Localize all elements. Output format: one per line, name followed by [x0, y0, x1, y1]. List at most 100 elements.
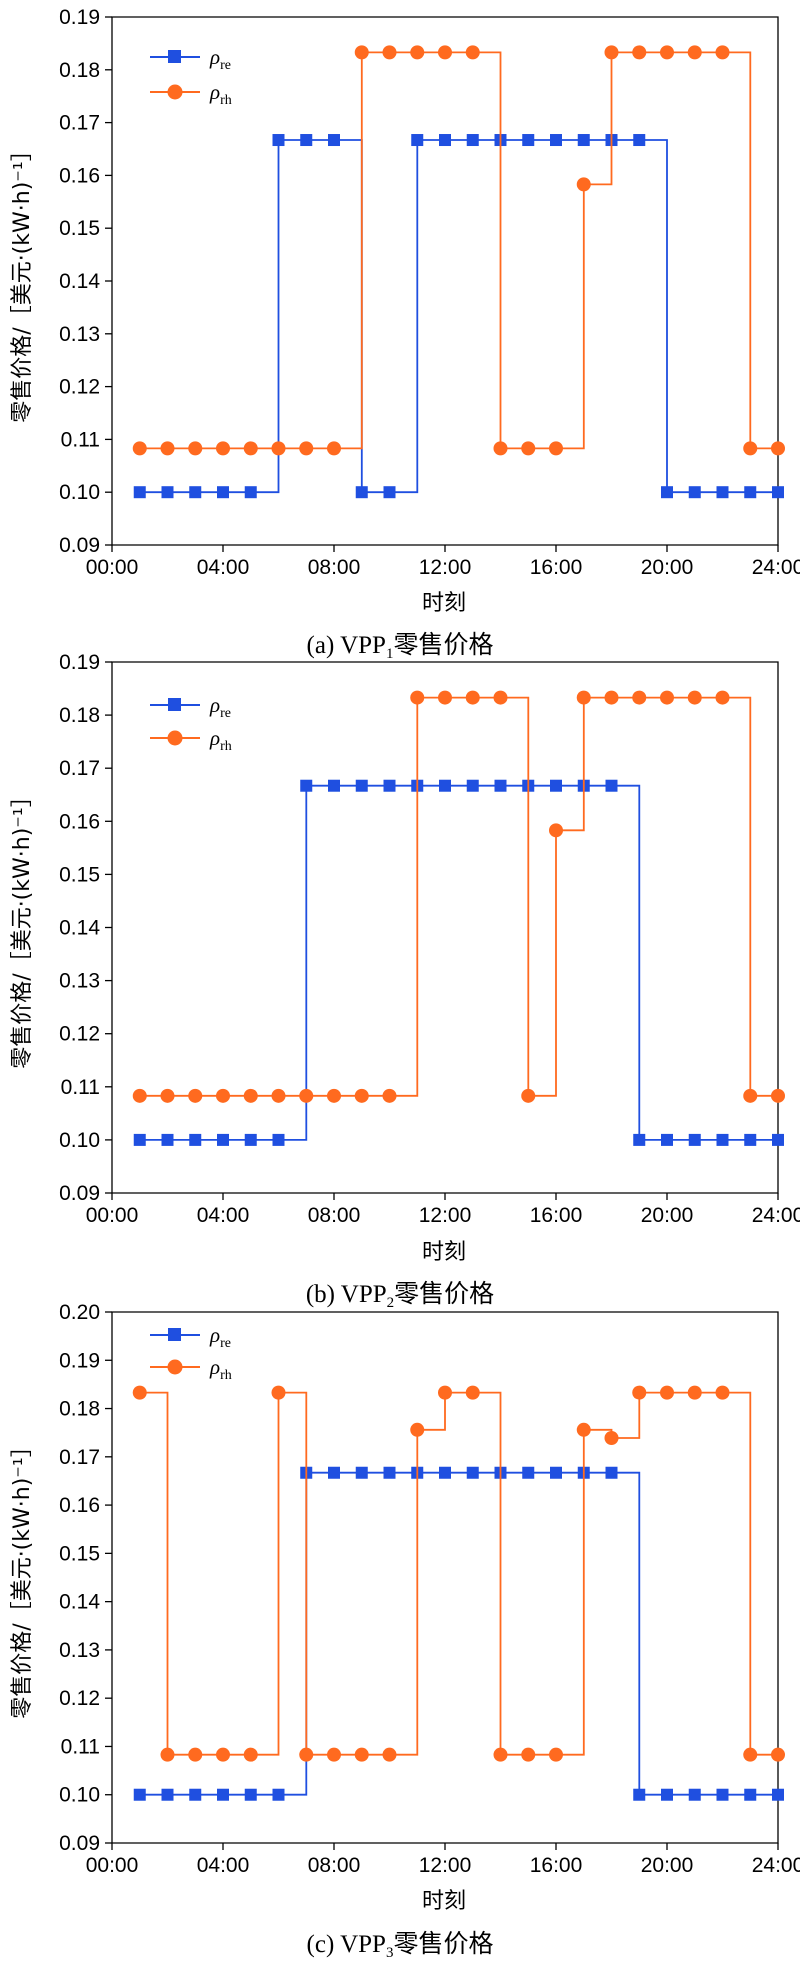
- legend-re-label: ρre: [209, 45, 231, 73]
- panel-a-series-re-point: [577, 134, 590, 147]
- legend-re-marker: [168, 50, 181, 63]
- panel-c-y-tick-label: 0.10: [59, 1784, 100, 1807]
- panel-a-x-tick-label: 24:00: [752, 556, 800, 579]
- panel-a-caption: (a) VPP1零售价格: [307, 630, 494, 662]
- panel-a-series-re-point: [688, 486, 701, 499]
- panel-a-series-rh-point: [521, 441, 536, 456]
- panel-b-series-re-line: [139, 784, 778, 1141]
- panel-a-y-tick-label: 0.16: [59, 164, 100, 187]
- panel-b-series-re-point: [633, 1133, 646, 1146]
- panel-a-series-re-point: [439, 134, 451, 147]
- panel-c-series: [132, 1385, 785, 1801]
- legend-rh-marker: [167, 84, 183, 100]
- panel-c-series-re-point: [661, 1788, 673, 1801]
- panel-a-x-tick-label: 12:00: [419, 556, 472, 579]
- panel-b-series-re-point: [300, 779, 313, 792]
- panel-c-series-rh-point: [188, 1747, 203, 1762]
- panel-c-x-tick-label: 24:00: [752, 1854, 800, 1877]
- panel-b-series-rh-point: [632, 690, 647, 705]
- panel-b-x-tick-label: 24:00: [752, 1204, 800, 1227]
- panel-b-x-tick-label: 20:00: [641, 1204, 694, 1227]
- legend-re-label: ρre: [209, 693, 231, 721]
- panel-a-x-tick-label: 00:00: [86, 556, 139, 579]
- panel-a-y-tick-label: 0.13: [59, 323, 100, 346]
- panel-c-y-tick-label: 0.15: [59, 1542, 100, 1565]
- panel-b-series-rh-point: [271, 1088, 286, 1103]
- panel-a-y-tick-label: 0.12: [59, 376, 100, 399]
- panel-a-series-rh-point: [188, 441, 203, 456]
- panel-a-series-re-point: [383, 486, 396, 499]
- panel-c-x-tick-label: 00:00: [86, 1854, 139, 1877]
- panel-b-y-tick-label: 0.18: [59, 704, 100, 727]
- panel-c-series-re-point: [133, 1788, 146, 1801]
- panel-b-series-re-point: [772, 1133, 784, 1146]
- panel-c-series-rh-point: [521, 1747, 536, 1762]
- panel-c-series-rh-point: [632, 1385, 647, 1400]
- panel-b-x-axis-title: 时刻: [422, 1240, 466, 1265]
- panel-c-series-re-point: [688, 1788, 701, 1801]
- panel-a-x-tick-label: 16:00: [530, 556, 583, 579]
- panel-a-y-axis-title: 零售价格/［美元·(kW·h)⁻¹］: [10, 139, 35, 422]
- panel-a-series-re-point: [189, 486, 202, 499]
- panel-a-series-rh-point: [160, 441, 175, 456]
- panel-c-y-tick-label: 0.20: [59, 1301, 100, 1324]
- panel-b-vpp2: 0.09 0.10 0.11 0.12 0.13 0.14 0.15 0.16 0.17 0.18…: [10, 651, 800, 1311]
- panel-c-series-re-point: [550, 1466, 562, 1479]
- legend-rh-marker: [167, 730, 183, 746]
- panel-c-x-tick-label: 04:00: [197, 1854, 250, 1877]
- panel-c-x-axis-title: 时刻: [422, 1889, 466, 1914]
- panel-a-series-re-point: [328, 134, 340, 147]
- panel-c-series-re-point: [633, 1788, 646, 1801]
- panel-b-series-re-point: [466, 779, 479, 792]
- panel-b-y-tick-label: 0.16: [59, 810, 100, 833]
- panel-c-series-re-point: [383, 1466, 396, 1479]
- panel-c-series-rh-point: [604, 1430, 619, 1445]
- panel-c-series-rh-point: [771, 1747, 785, 1762]
- panel-a-series-rh-point: [271, 441, 286, 456]
- panel-a-series-re-point: [522, 134, 535, 147]
- panel-a-series-re-point: [244, 486, 257, 499]
- panel-a-series-rh-point: [299, 441, 314, 456]
- panel-c-series-rh-point: [465, 1385, 480, 1400]
- panel-c-series-rh-point: [299, 1747, 314, 1762]
- panel-c-series-re-point: [772, 1788, 784, 1801]
- panel-c-vpp3: 0.09 0.10 0.11 0.12 0.13 0.14 0.15 0.16 0.17 0.18…: [10, 1301, 800, 1961]
- panel-c-series-rh-point: [438, 1385, 452, 1400]
- panel-b-series-rh-point: [604, 690, 619, 705]
- panel-b-series-re-point: [355, 779, 368, 792]
- panel-c-series-rh-point: [271, 1385, 286, 1400]
- panel-b-series-rh-line: [139, 696, 778, 1097]
- panel-a-series-re-point: [772, 486, 784, 499]
- panel-c-series-re-point: [605, 1466, 618, 1479]
- panel-a-series-re-point: [355, 486, 368, 499]
- panel-b-series-rh-point: [382, 1088, 397, 1103]
- panel-b-series-re-point: [328, 779, 340, 792]
- panel-b-series-rh-point: [243, 1088, 258, 1103]
- panel-c-series-rh-point: [660, 1385, 674, 1400]
- legend-rh-label: ρrh: [209, 1355, 232, 1383]
- panel-c-y-tick-label: 0.09: [59, 1832, 100, 1855]
- panel-b-y-tick-label: 0.11: [61, 1076, 100, 1099]
- panel-a-series-rh-point: [410, 45, 425, 60]
- panel-b-series-rh-point: [327, 1088, 341, 1103]
- panel-a-series-re-point: [550, 134, 562, 147]
- panel-b-series-re-point: [217, 1133, 229, 1146]
- panel-a-vpp1: 0.09 0.10 0.11 0.12 0.13 0.14 0.15 0.16 0.17 0.18…: [10, 6, 800, 662]
- panel-a-series-rh-point: [493, 441, 508, 456]
- panel-c-series-rh-point: [243, 1747, 258, 1762]
- panel-a-x-tick-label: 04:00: [197, 556, 250, 579]
- panel-a-series-rh-point: [465, 45, 480, 60]
- panel-a-ticks: [105, 16, 779, 552]
- panel-b-series-re-point: [550, 779, 562, 792]
- panel-a-y-tick-label: 0.10: [59, 481, 100, 504]
- panel-a-series-rh-point: [715, 45, 730, 60]
- panel-b-series-rh-point: [410, 690, 425, 705]
- panel-b-plot-area: 0.09 0.10 0.11 0.12 0.13 0.14 0.15 0.16 0.17 0.18…: [59, 651, 800, 1227]
- panel-b-x-tick-label: 12:00: [419, 1204, 472, 1227]
- panel-a-series-rh-point: [576, 177, 591, 192]
- panel-b-x-tick-label: 08:00: [308, 1204, 361, 1227]
- panel-b-series-re-point: [494, 779, 507, 792]
- panel-b-caption: (b) VPP2零售价格: [306, 1279, 494, 1311]
- panel-b-legend: ρre ρrh: [150, 693, 232, 754]
- panel-c-y-tick-label: 0.17: [59, 1446, 100, 1469]
